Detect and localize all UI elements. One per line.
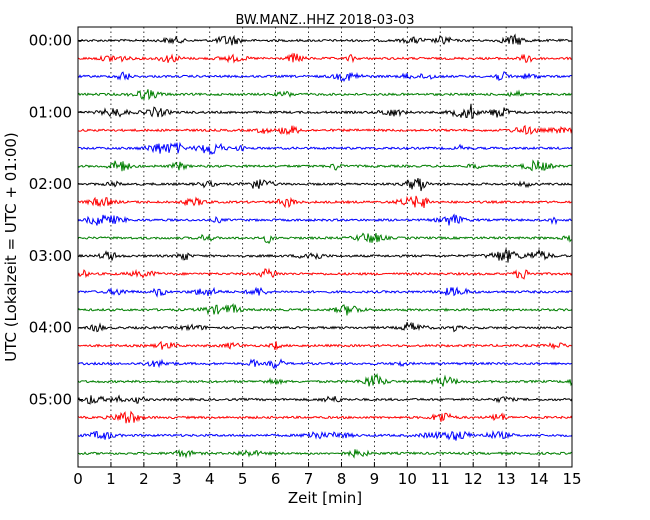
seismogram-trace — [77, 286, 573, 298]
y-axis-ticks: 00:00 01:00 02:00 03:00 04:00 05:00 — [29, 32, 83, 409]
seismogram-trace — [77, 178, 573, 192]
x-tick-label: 13 — [497, 470, 516, 488]
seismogram-trace — [77, 124, 573, 136]
seismogram-trace — [77, 141, 573, 156]
seismogram-trace — [77, 358, 573, 370]
x-tick-label: 7 — [304, 470, 314, 488]
seismogram-traces — [77, 33, 573, 459]
x-tick-label: 10 — [398, 470, 417, 488]
seismogram-trace — [77, 103, 573, 120]
y-tick-label: 05:00 — [29, 391, 72, 409]
seismogram-trace — [77, 232, 573, 245]
y-tick-label: 04:00 — [29, 319, 72, 337]
x-tick-label: 4 — [205, 470, 215, 488]
seismogram-trace — [77, 248, 573, 263]
x-tick-label: 5 — [238, 470, 248, 488]
seismogram-trace — [77, 373, 573, 387]
x-tick-label: 8 — [337, 470, 347, 488]
seismogram-trace — [77, 159, 573, 172]
seismogram-trace — [77, 410, 573, 424]
seismogram-trace — [77, 89, 573, 101]
grid-lines — [110, 27, 540, 467]
x-tick-label: 6 — [271, 470, 281, 488]
seismogram-trace — [77, 33, 573, 46]
seismogram-trace — [77, 71, 573, 83]
seismogram-trace — [77, 394, 573, 405]
seismogram-trace — [77, 267, 573, 280]
plot-frame — [77, 26, 573, 468]
x-tick-label: 15 — [562, 470, 581, 488]
x-tick-label: 2 — [139, 470, 149, 488]
x-tick-label: 12 — [464, 470, 483, 488]
x-tick-label: 3 — [172, 470, 182, 488]
seismogram-trace — [77, 213, 573, 226]
seismogram-trace — [77, 340, 573, 351]
y-tick-label: 00:00 — [29, 32, 72, 50]
x-axis-label: Zeit [min] — [288, 489, 362, 507]
y-axis-label: UTC (Lokalzeit = UTC + 01:00) — [2, 132, 20, 362]
x-tick-label: 0 — [73, 470, 83, 488]
x-tick-label: 14 — [530, 470, 549, 488]
seismogram-trace — [77, 195, 573, 209]
y-tick-label: 03:00 — [29, 247, 72, 265]
x-tick-label: 1 — [106, 470, 116, 488]
x-tick-label: 9 — [370, 470, 380, 488]
seismogram-trace — [77, 430, 573, 441]
y-tick-label: 02:00 — [29, 175, 72, 193]
x-axis-ticks: 0 1 2 3 4 5 6 7 8 9 10 11 12 13 14 15 — [73, 462, 582, 488]
seismogram-trace — [77, 321, 573, 333]
seismogram-trace — [77, 52, 573, 64]
x-tick-label: 11 — [431, 470, 450, 488]
chart-title: BW.MANZ..HHZ 2018-03-03 — [235, 13, 414, 28]
seismogram-trace — [77, 303, 573, 316]
seismogram-trace — [77, 448, 573, 459]
y-tick-label: 01:00 — [29, 103, 72, 121]
